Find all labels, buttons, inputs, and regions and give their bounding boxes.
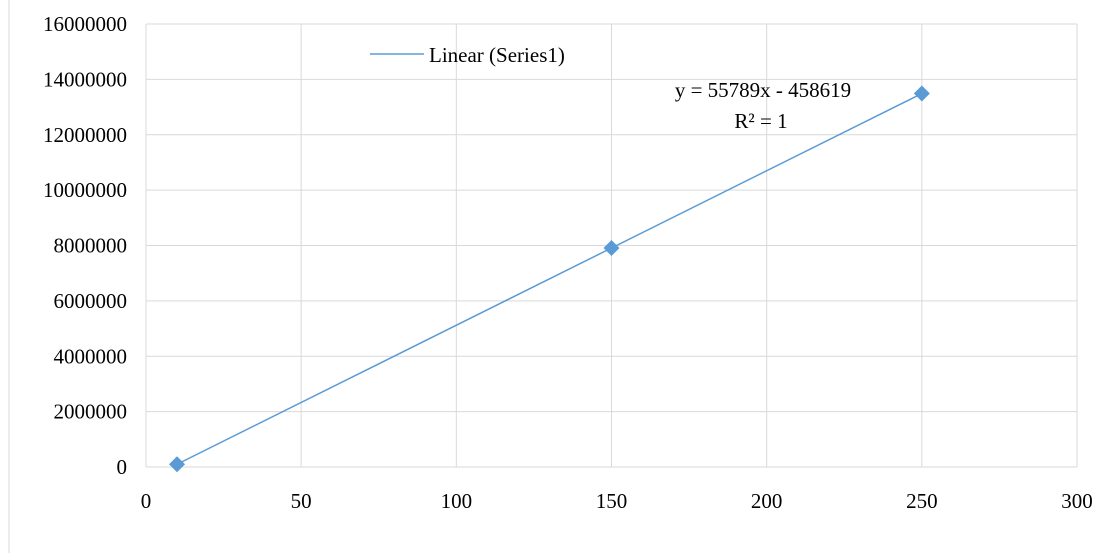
y-tick-label: 12000000 [43, 123, 127, 147]
x-tick-label: 50 [291, 489, 312, 513]
trendline-equation-label: y = 55789x - 458619 [675, 78, 851, 102]
x-tick-label: 100 [441, 489, 473, 513]
trendline-equation: y = 55789x - 458619 R² = 1 [675, 78, 851, 133]
y-tick-label: 2000000 [54, 400, 128, 424]
y-tick-label: 6000000 [54, 289, 128, 313]
trendline [176, 92, 923, 465]
trendline-r2-label: R² = 1 [734, 109, 787, 133]
x-tick-label: 0 [141, 489, 152, 513]
y-axis-tick-labels: 0 2000000 4000000 6000000 8000000 10000000 120… [43, 12, 127, 479]
data-points [169, 85, 930, 473]
y-tick-label: 4000000 [54, 344, 128, 368]
data-point [169, 456, 186, 473]
x-tick-label: 150 [596, 489, 628, 513]
y-tick-label: 10000000 [43, 178, 127, 202]
y-tick-label: 8000000 [54, 234, 128, 258]
x-axis-tick-labels: 0 50 100 150 200 250 300 [141, 489, 1093, 513]
y-tick-label: 14000000 [43, 67, 127, 91]
y-tick-label: 0 [117, 455, 128, 479]
x-tick-label: 200 [751, 489, 783, 513]
legend-label-trendline: Linear (Series1) [429, 43, 565, 67]
x-tick-label: 250 [906, 489, 938, 513]
trendline-group [176, 92, 923, 465]
data-point [913, 85, 930, 102]
data-point [603, 239, 620, 256]
y-tick-label: 16000000 [43, 12, 127, 36]
legend: Linear (Series1) [370, 43, 565, 67]
x-tick-label: 300 [1061, 489, 1093, 513]
